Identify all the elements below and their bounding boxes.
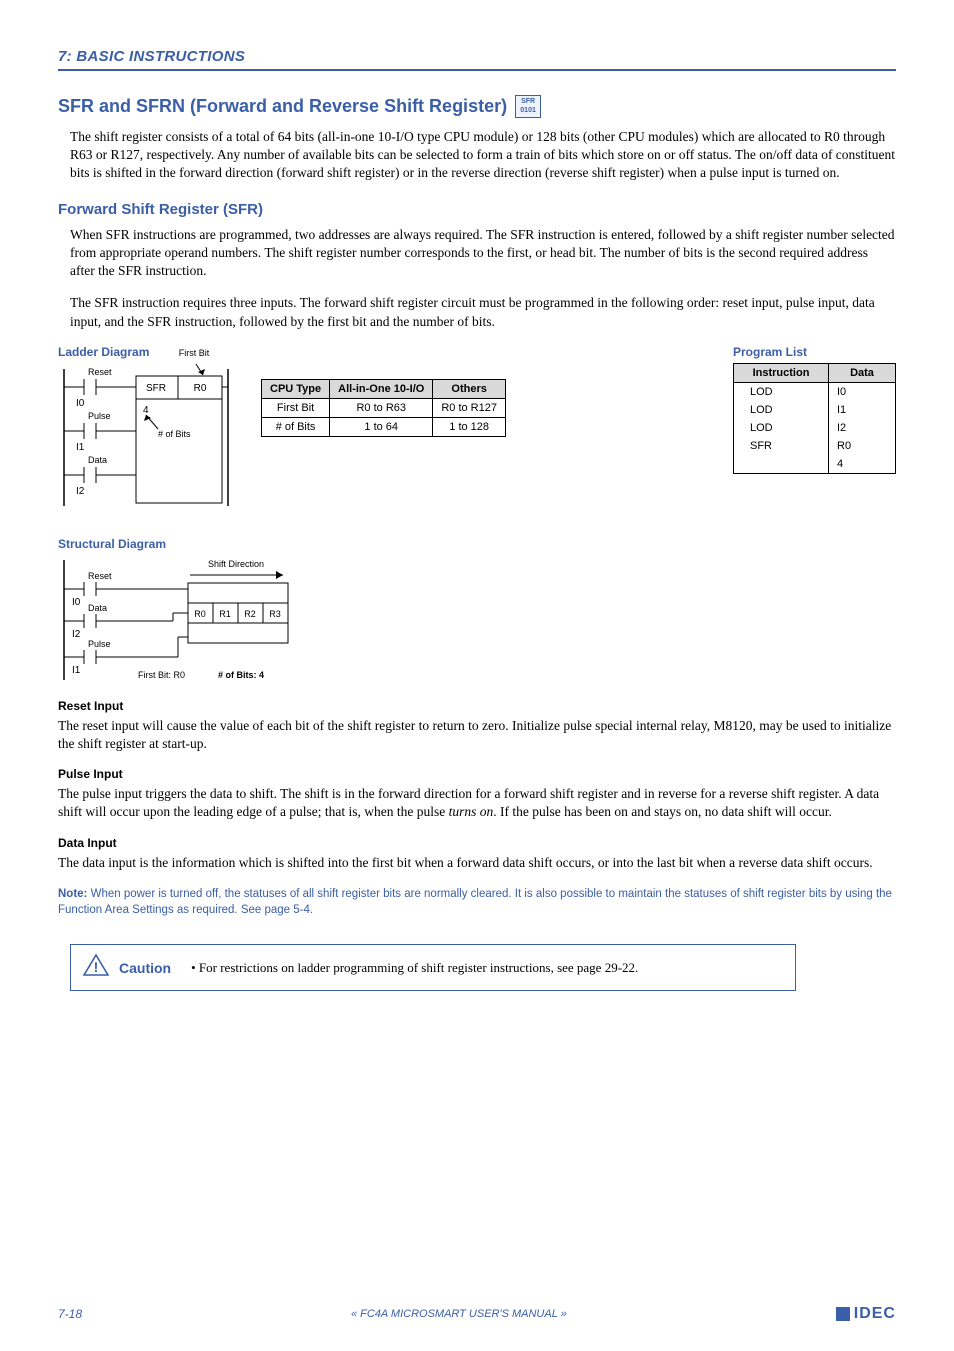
cell: LOD — [734, 382, 829, 401]
cell: First Bit — [262, 398, 330, 417]
cpu-table: CPU Type All-in-One 10-I/O Others First … — [261, 379, 506, 437]
chapter-header: 7: BASIC INSTRUCTIONS — [58, 48, 896, 71]
cpu-table-wrap: CPU Type All-in-One 10-I/O Others First … — [261, 379, 506, 437]
fb-label: First Bit: R0 — [138, 670, 185, 680]
page-number: 7-18 — [58, 1307, 82, 1321]
diagram-row: Ladder Diagram First Bit SFR R0 4 — [58, 345, 896, 511]
fsr-p2: The SFR instruction requires three input… — [70, 294, 896, 330]
others-header: Others — [433, 379, 506, 398]
datain-head: Data Input — [58, 836, 896, 850]
table-row: SFR R0 — [734, 437, 896, 455]
page: 7: BASIC INSTRUCTIONS SFR and SFRN (Forw… — [0, 0, 954, 1351]
brand-text: IDEC — [854, 1305, 896, 1323]
caution-box: ! Caution • For restrictions on ladder p… — [70, 944, 796, 991]
s-i0: I0 — [72, 597, 81, 608]
r0-box-label: R0 — [194, 383, 207, 394]
table-row: LOD I0 — [734, 382, 896, 401]
cpu-type-header: CPU Type — [262, 379, 330, 398]
reset-body: The reset input will cause the value of … — [58, 717, 896, 753]
brand: IDEC — [836, 1305, 896, 1323]
struct-title: Structural Diagram — [58, 537, 896, 551]
cell: LOD — [734, 419, 829, 437]
reset-label: Reset — [88, 367, 112, 377]
footer: 7-18 « FC4A MICROSMART USER'S MANUAL » I… — [58, 1305, 896, 1323]
ladder-title: Ladder Diagram — [58, 345, 149, 359]
cell: 4 — [829, 455, 896, 474]
cell: I1 — [829, 401, 896, 419]
i0-label: I0 — [76, 398, 85, 409]
reset-head: Reset Input — [58, 699, 896, 713]
s-data: Data — [88, 603, 107, 613]
brand-square-icon — [836, 1307, 850, 1321]
intro-para: The shift register consists of a total o… — [70, 128, 896, 183]
title-text: SFR and SFRN (Forward and Reverse Shift … — [58, 96, 507, 117]
s-pulse: Pulse — [88, 639, 111, 649]
icon-bot: 0101 — [520, 107, 536, 114]
table-row: LOD I2 — [734, 419, 896, 437]
fsr-p1: When SFR instructions are programmed, tw… — [70, 226, 896, 281]
chapter-num: 7: BASIC INSTRUCTIONS — [58, 48, 245, 65]
allinone-header: All-in-One 10-I/O — [330, 379, 433, 398]
pulse-label: Pulse — [88, 411, 111, 421]
r0: R0 — [194, 609, 206, 619]
ladder-block: Ladder Diagram First Bit SFR R0 4 — [58, 345, 233, 511]
pulse-i: turns on — [449, 804, 494, 819]
footer-center: « FC4A MICROSMART USER'S MANUAL » — [351, 1308, 567, 1320]
cell: 1 to 64 — [330, 417, 433, 436]
cell: I2 — [829, 419, 896, 437]
cell: 1 to 128 — [433, 417, 506, 436]
note-text: When power is turned off, the statuses o… — [58, 888, 892, 916]
sfr-icon: SFR 0101 — [515, 95, 541, 118]
pulse-body: The pulse input triggers the data to shi… — [58, 785, 896, 821]
r1: R1 — [219, 609, 231, 619]
cell: # of Bits — [262, 417, 330, 436]
icon-top: SFR — [521, 98, 535, 105]
s-reset: Reset — [88, 571, 112, 581]
i2-label: I2 — [76, 486, 85, 497]
cell — [734, 455, 829, 474]
datain-body: The data input is the information which … — [58, 854, 896, 872]
four-label: 4 — [143, 405, 149, 416]
nb-label: # of Bits: 4 — [218, 670, 264, 680]
svg-text:!: ! — [94, 959, 99, 975]
shift-dir-label: Shift Direction — [208, 559, 264, 569]
i1-label: I1 — [76, 442, 85, 453]
cell: R0 to R127 — [433, 398, 506, 417]
cell: R0 to R63 — [330, 398, 433, 417]
table-row: Instruction Data — [734, 363, 896, 382]
section-title: SFR and SFRN (Forward and Reverse Shift … — [58, 95, 896, 118]
data-header: Data — [829, 363, 896, 382]
data-label: Data — [88, 455, 107, 465]
s-i1: I1 — [72, 665, 81, 676]
r3: R3 — [269, 609, 281, 619]
cell: SFR — [734, 437, 829, 455]
table-row: CPU Type All-in-One 10-I/O Others — [262, 379, 506, 398]
cell: R0 — [829, 437, 896, 455]
pulse-head: Pulse Input — [58, 767, 896, 781]
nbits-label: # of Bits — [158, 429, 191, 439]
note: Note: When power is turned off, the stat… — [58, 886, 896, 918]
pulse-b: . If the pulse has been on and stays on,… — [493, 804, 832, 819]
table-row: # of Bits 1 to 64 1 to 128 — [262, 417, 506, 436]
caution-label: Caution — [119, 960, 171, 976]
struct-svg: Shift Direction R0 R1 R2 R3 Reset I0 Dat… — [58, 555, 318, 685]
warning-icon: ! — [83, 953, 109, 982]
first-bit-label: First Bit — [179, 348, 210, 358]
sfr-box-label: SFR — [146, 383, 166, 394]
ladder-svg: SFR R0 4 # of Bits Reset I0 Pulse — [58, 361, 233, 511]
table-row: 4 — [734, 455, 896, 474]
prog-list-title: Program List — [733, 345, 896, 359]
cell: I0 — [829, 382, 896, 401]
cell: LOD — [734, 401, 829, 419]
table-row: LOD I1 — [734, 401, 896, 419]
r2: R2 — [244, 609, 256, 619]
table-row: First Bit R0 to R63 R0 to R127 — [262, 398, 506, 417]
s-i2: I2 — [72, 629, 81, 640]
caution-text: • For restrictions on ladder programming… — [191, 960, 638, 976]
instr-header: Instruction — [734, 363, 829, 382]
prog-list-wrap: Program List Instruction Data LOD I0 LOD… — [733, 345, 896, 474]
prog-list-table: Instruction Data LOD I0 LOD I1 LOD I2 SF… — [733, 363, 896, 474]
note-label: Note: — [58, 888, 87, 900]
fsr-head: Forward Shift Register (SFR) — [58, 201, 896, 218]
